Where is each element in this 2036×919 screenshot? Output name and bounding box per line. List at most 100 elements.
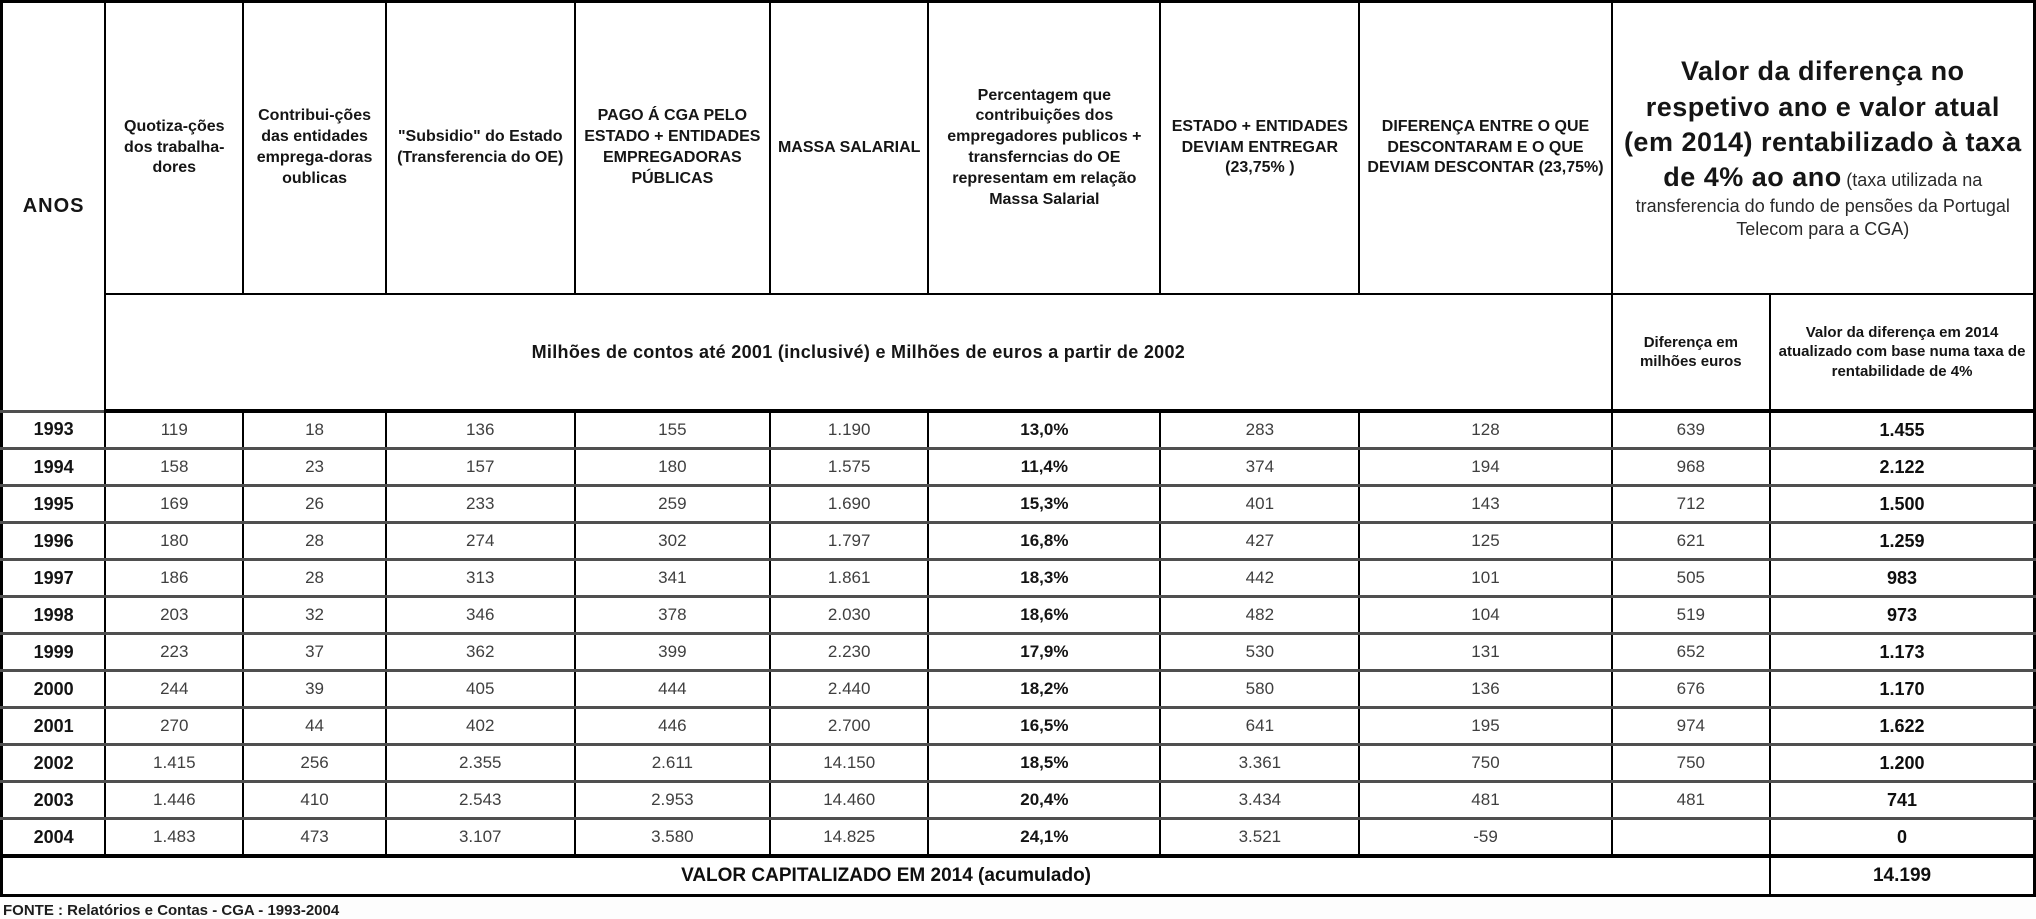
cga-contributions-table: ANOS Quotiza-ções dos trabalha-dores Con… <box>0 0 2036 897</box>
value-cell: 20,4% <box>927 780 1162 820</box>
col-header-pago-cga: PAGO Á CGA PELO ESTADO + ENTIDADES EMPRE… <box>573 0 771 295</box>
value-cell: 378 <box>573 595 771 635</box>
value-cell: 23 <box>242 447 387 487</box>
value-cell: 2.122 <box>1769 447 2036 487</box>
value-cell: 32 <box>242 595 387 635</box>
col-header-percentagem: Percentagem que contribuições dos empreg… <box>927 0 1162 295</box>
value-cell: 18,5% <box>927 743 1162 783</box>
value-cell: 186 <box>104 558 245 598</box>
table-row: 1999 223 37 362 399 2.230 17,9% 530 131 652 1.173 <box>0 632 2036 672</box>
year-cell: 2002 <box>0 743 107 783</box>
value-cell: 14.460 <box>768 780 930 820</box>
value-cell: 530 <box>1159 632 1361 672</box>
value-cell: 2.355 <box>384 743 576 783</box>
value-cell: 1.259 <box>1769 521 2036 561</box>
year-cell: 1997 <box>0 558 107 598</box>
year-cell: 1993 <box>0 409 107 450</box>
col-header-diferenca: DIFERENÇA ENTRE O QUE DESCONTARAM E O QU… <box>1358 0 1613 295</box>
value-cell: 983 <box>1769 558 2036 598</box>
value-cell: 2.543 <box>384 780 576 820</box>
value-cell: 270 <box>104 706 245 746</box>
value-cell: 283 <box>1159 409 1361 450</box>
col-header-valor-2014: Valor da diferença em 2014 atualizado co… <box>1769 293 2036 413</box>
value-cell: 519 <box>1610 595 1772 635</box>
value-cell: 3.361 <box>1159 743 1361 783</box>
value-cell: 399 <box>573 632 771 672</box>
year-cell: 1994 <box>0 447 107 487</box>
value-cell: 24,1% <box>927 817 1162 858</box>
value-cell: 481 <box>1610 780 1772 820</box>
value-cell: 1.190 <box>768 409 930 450</box>
value-cell: 157 <box>384 447 576 487</box>
value-cell: 1.170 <box>1769 669 2036 709</box>
value-cell: 1.415 <box>104 743 245 783</box>
value-cell: 180 <box>104 521 245 561</box>
value-cell: 16,8% <box>927 521 1162 561</box>
value-cell: 223 <box>104 632 245 672</box>
value-cell: 101 <box>1358 558 1613 598</box>
value-cell: 1.200 <box>1769 743 2036 783</box>
value-cell: 750 <box>1610 743 1772 783</box>
value-cell: 346 <box>384 595 576 635</box>
year-cell: 1998 <box>0 595 107 635</box>
value-cell: 119 <box>104 409 245 450</box>
value-cell: 405 <box>384 669 576 709</box>
total-row: VALOR CAPITALIZADO EM 2014 (acumulado) 1… <box>0 854 2036 897</box>
value-cell: 1.622 <box>1769 706 2036 746</box>
table-row: 1998 203 32 346 378 2.030 18,6% 482 104 519 973 <box>0 595 2036 635</box>
value-cell: 974 <box>1610 706 1772 746</box>
value-cell: 3.107 <box>384 817 576 858</box>
value-cell: 2.700 <box>768 706 930 746</box>
value-cell: 473 <box>242 817 387 858</box>
value-cell: 973 <box>1769 595 2036 635</box>
value-cell: 481 <box>1358 780 1613 820</box>
table-row: 1997 186 28 313 341 1.861 18,3% 442 101 505 983 <box>0 558 2036 598</box>
value-cell: 1.690 <box>768 484 930 524</box>
value-cell: 741 <box>1769 780 2036 820</box>
value-cell: 125 <box>1358 521 1613 561</box>
value-cell: 302 <box>573 521 771 561</box>
value-cell: 505 <box>1610 558 1772 598</box>
value-cell: 1.500 <box>1769 484 2036 524</box>
col-header-contribuicoes: Contribui-ções das entidades emprega-dor… <box>242 0 387 295</box>
year-cell: 2001 <box>0 706 107 746</box>
value-cell: 233 <box>384 484 576 524</box>
value-cell: 676 <box>1610 669 1772 709</box>
value-cell: 3.580 <box>573 817 771 858</box>
value-cell: 158 <box>104 447 245 487</box>
table-row: 2004 1.483 473 3.107 3.580 14.825 24,1% 3.521 -5… <box>0 817 2036 858</box>
value-cell: 2.953 <box>573 780 771 820</box>
table-row: 2000 244 39 405 444 2.440 18,2% 580 136 676 1.170 <box>0 669 2036 709</box>
value-cell: 37 <box>242 632 387 672</box>
value-cell: 131 <box>1358 632 1613 672</box>
value-cell: 16,5% <box>927 706 1162 746</box>
col-header-anos: ANOS <box>0 0 107 412</box>
table-row: 1996 180 28 274 302 1.797 16,8% 427 125 621 1.259 <box>0 521 2036 561</box>
value-cell: 750 <box>1358 743 1613 783</box>
value-cell: 362 <box>384 632 576 672</box>
value-cell: 28 <box>242 558 387 598</box>
col-header-valor-note: (taxa utilizada na transferencia do fund… <box>1635 169 2010 240</box>
year-cell: 1996 <box>0 521 107 561</box>
value-cell: 136 <box>1358 669 1613 709</box>
value-cell: 26 <box>242 484 387 524</box>
value-cell: 14.150 <box>768 743 930 783</box>
value-cell: 259 <box>573 484 771 524</box>
value-cell: 712 <box>1610 484 1772 524</box>
source-note: FONTE : Relatórios e Contas - CGA - 1993… <box>3 902 340 919</box>
value-cell: 128 <box>1358 409 1613 450</box>
value-cell: 621 <box>1610 521 1772 561</box>
value-cell: 17,9% <box>927 632 1162 672</box>
units-banner: Milhões de contos até 2001 (inclusivé) e… <box>104 293 1613 413</box>
value-cell: 274 <box>384 521 576 561</box>
value-cell: 652 <box>1610 632 1772 672</box>
footer-total: 14.199 <box>1769 854 2036 897</box>
value-cell <box>1610 817 1772 858</box>
value-cell: -59 <box>1358 817 1613 858</box>
value-cell: 1.861 <box>768 558 930 598</box>
value-cell: 580 <box>1159 669 1361 709</box>
value-cell: 136 <box>384 409 576 450</box>
value-cell: 2.230 <box>768 632 930 672</box>
value-cell: 155 <box>573 409 771 450</box>
table-row: 2002 1.415 256 2.355 2.611 14.150 18,5% 3.361 75… <box>0 743 2036 783</box>
